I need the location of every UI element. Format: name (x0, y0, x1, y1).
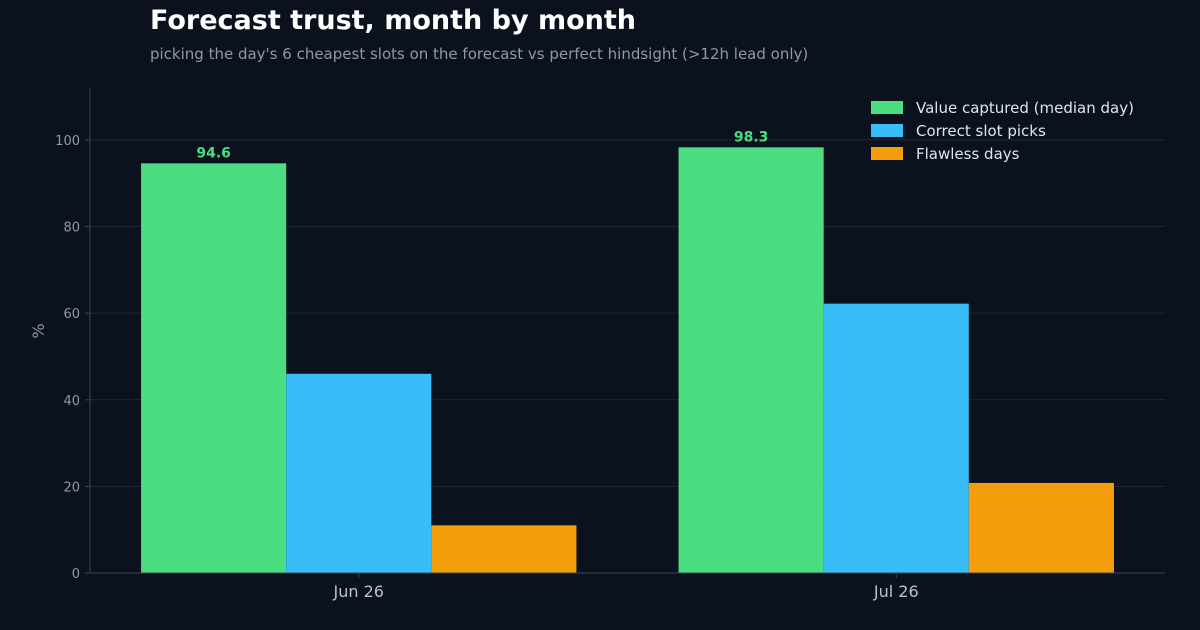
legend-swatch (871, 124, 903, 137)
y-tick-label: 40 (63, 394, 80, 409)
bar (678, 147, 824, 573)
data-labels: 94.6 98.3 (196, 129, 768, 161)
y-tick-label: 80 (63, 221, 80, 236)
x-tick-label: Jun 26 (333, 582, 384, 601)
chart-subtitle: picking the day's 6 cheapest slots on th… (150, 45, 809, 63)
legend: Value captured (median day) Correct slot … (871, 99, 1134, 163)
bars (141, 147, 1114, 574)
bar (286, 373, 432, 573)
bar (968, 482, 1114, 573)
bar (431, 525, 577, 573)
legend-label: Flawless days (916, 145, 1020, 163)
y-axis-label: % (29, 323, 48, 338)
legend-swatch (871, 101, 903, 114)
y-tick-label: 100 (55, 134, 80, 149)
y-axis: 0 20 40 60 80 100 (55, 88, 91, 582)
bar (823, 303, 969, 573)
legend-label: Value captured (median day) (916, 99, 1134, 117)
chart-title: Forecast trust, month by month (150, 5, 636, 36)
x-tick-label: Jul 26 (873, 582, 919, 601)
data-label: 98.3 (734, 129, 769, 145)
y-tick-label: 60 (63, 307, 80, 322)
y-tick-label: 0 (72, 567, 80, 582)
data-label: 94.6 (196, 145, 231, 161)
legend-label: Correct slot picks (916, 122, 1046, 140)
legend-swatch (871, 147, 903, 160)
bar (141, 163, 287, 574)
x-axis: Jun 26 Jul 26 (90, 572, 1165, 601)
y-tick-label: 20 (63, 480, 80, 495)
